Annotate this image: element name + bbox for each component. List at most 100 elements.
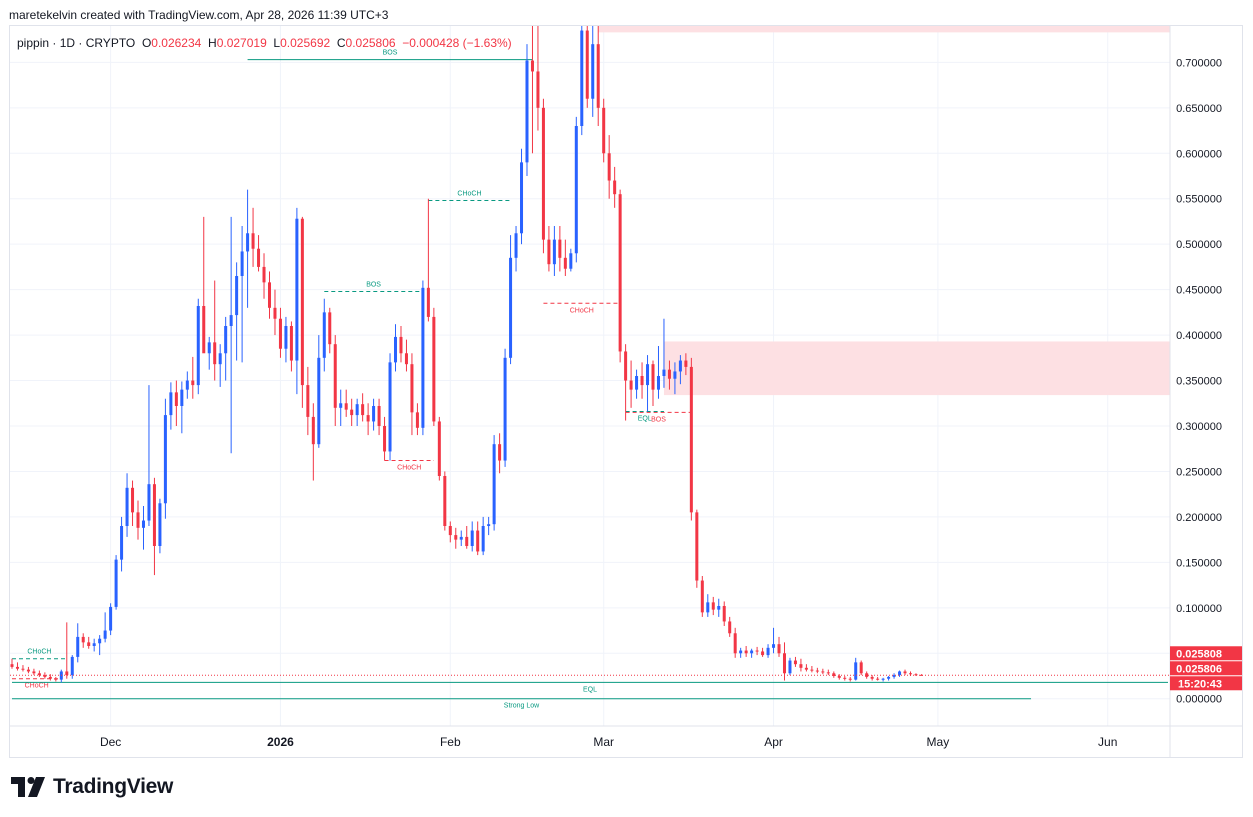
candle-body xyxy=(355,404,359,416)
candle-body xyxy=(481,526,485,552)
candle-body xyxy=(366,415,370,422)
y-tick-label: 0.350000 xyxy=(1176,376,1222,388)
candle-body xyxy=(870,676,874,679)
structure-label: EQL xyxy=(583,686,597,693)
price-label: 0.025806 xyxy=(1176,663,1222,675)
candle-body xyxy=(552,239,556,265)
close-label: C xyxy=(336,36,346,50)
tradingview-brand[interactable]: TradingView xyxy=(11,773,173,801)
candle-body xyxy=(541,107,545,240)
candle-body xyxy=(826,672,830,674)
candle-body xyxy=(333,344,337,408)
close-value: 0.025806 xyxy=(345,36,396,50)
candle-body xyxy=(859,662,863,674)
candle-body xyxy=(903,671,907,674)
candle-body xyxy=(317,357,321,445)
candle-body xyxy=(415,412,419,428)
candle-body xyxy=(350,409,354,416)
candle-body xyxy=(251,233,255,249)
candle-body xyxy=(673,371,677,379)
candle-body xyxy=(76,636,80,657)
candle-body xyxy=(892,675,896,677)
x-tick-label: Dec xyxy=(100,735,121,749)
candle-body xyxy=(404,353,408,365)
candle-body xyxy=(607,153,611,181)
candle-body xyxy=(629,380,633,390)
y-tick-label: 0.150000 xyxy=(1176,557,1222,569)
candle-body xyxy=(739,650,743,654)
candle-body xyxy=(388,362,392,452)
candle-body xyxy=(761,651,765,656)
chart-frame[interactable]: CHoCH CHoCH BOS BOS CHoCH CHoCH CHoCH BOS EQL EQL… xyxy=(9,25,1243,758)
candle-body xyxy=(881,678,885,680)
candle-body xyxy=(103,630,107,639)
candle-body xyxy=(43,675,47,677)
candle-body xyxy=(602,107,606,154)
x-tick-label: Jun xyxy=(1098,735,1117,749)
candle-body xyxy=(109,606,113,631)
candle-body xyxy=(229,315,233,326)
candle-body xyxy=(147,484,151,521)
candle-body xyxy=(558,239,562,258)
candle-body xyxy=(361,404,365,416)
candle-body xyxy=(563,257,567,269)
candle-body xyxy=(328,312,332,345)
candle-body xyxy=(213,342,217,365)
candle-body xyxy=(908,673,913,675)
candle-body xyxy=(426,287,430,317)
y-tick-label: 0.400000 xyxy=(1176,330,1222,342)
candle-body xyxy=(295,218,299,361)
candle-body xyxy=(224,326,228,354)
price-label-bg xyxy=(1170,646,1242,661)
candle-body xyxy=(728,621,732,634)
candle-body xyxy=(640,376,644,386)
x-tick-label: Feb xyxy=(440,735,461,749)
candle-body xyxy=(887,676,891,679)
candle-body xyxy=(125,487,129,526)
candle-body xyxy=(580,30,584,126)
candle-body xyxy=(711,602,715,610)
candle-body xyxy=(65,671,69,676)
y-tick-label: 0.700000 xyxy=(1176,57,1222,69)
candle-body xyxy=(810,669,814,671)
candle-body xyxy=(821,671,825,673)
candlestick-chart[interactable]: CHoCHCHoCHBOSBOSCHoCHCHoCHCHoCHBOSEQLEQL… xyxy=(10,26,1242,757)
candle-body xyxy=(114,559,118,607)
candle-body xyxy=(914,674,918,676)
high-value: 0.027019 xyxy=(216,36,267,50)
candle-body xyxy=(54,678,58,680)
candle-body xyxy=(520,162,524,234)
candle-body xyxy=(306,385,310,417)
candle-body xyxy=(514,233,518,258)
candle-body xyxy=(410,364,414,413)
structure-label: CHoCH xyxy=(457,191,481,198)
candle-body xyxy=(394,336,398,363)
structure-label: Strong Low xyxy=(504,703,540,710)
candle-body xyxy=(120,526,124,560)
structure-label: CHoCH xyxy=(27,649,51,656)
change-value: −0.000428 (−1.63%) xyxy=(402,36,512,50)
candle-body xyxy=(421,287,425,428)
candle-body xyxy=(284,326,288,349)
candle-body xyxy=(399,336,403,354)
supply-zone xyxy=(598,26,1170,33)
candle-body xyxy=(459,536,463,540)
candle-body xyxy=(766,647,770,656)
candle-body xyxy=(689,366,693,513)
candle-body xyxy=(383,426,387,452)
candle-body xyxy=(289,326,293,361)
candle-body xyxy=(218,353,222,365)
candle-body xyxy=(262,266,266,283)
candle-body xyxy=(300,218,304,386)
price-label-bg xyxy=(1170,661,1242,676)
candle-body xyxy=(799,664,803,668)
low-label: L xyxy=(273,36,281,50)
y-tick-label: 0.300000 xyxy=(1176,421,1222,433)
candle-body xyxy=(26,669,30,672)
candle-body xyxy=(185,380,189,390)
tradingview-logo-icon xyxy=(11,777,45,797)
candle-body xyxy=(432,316,436,422)
chart-credit: maretekelvin created with TradingView.co… xyxy=(9,8,389,22)
candle-body xyxy=(646,364,650,386)
candle-body xyxy=(591,44,595,99)
